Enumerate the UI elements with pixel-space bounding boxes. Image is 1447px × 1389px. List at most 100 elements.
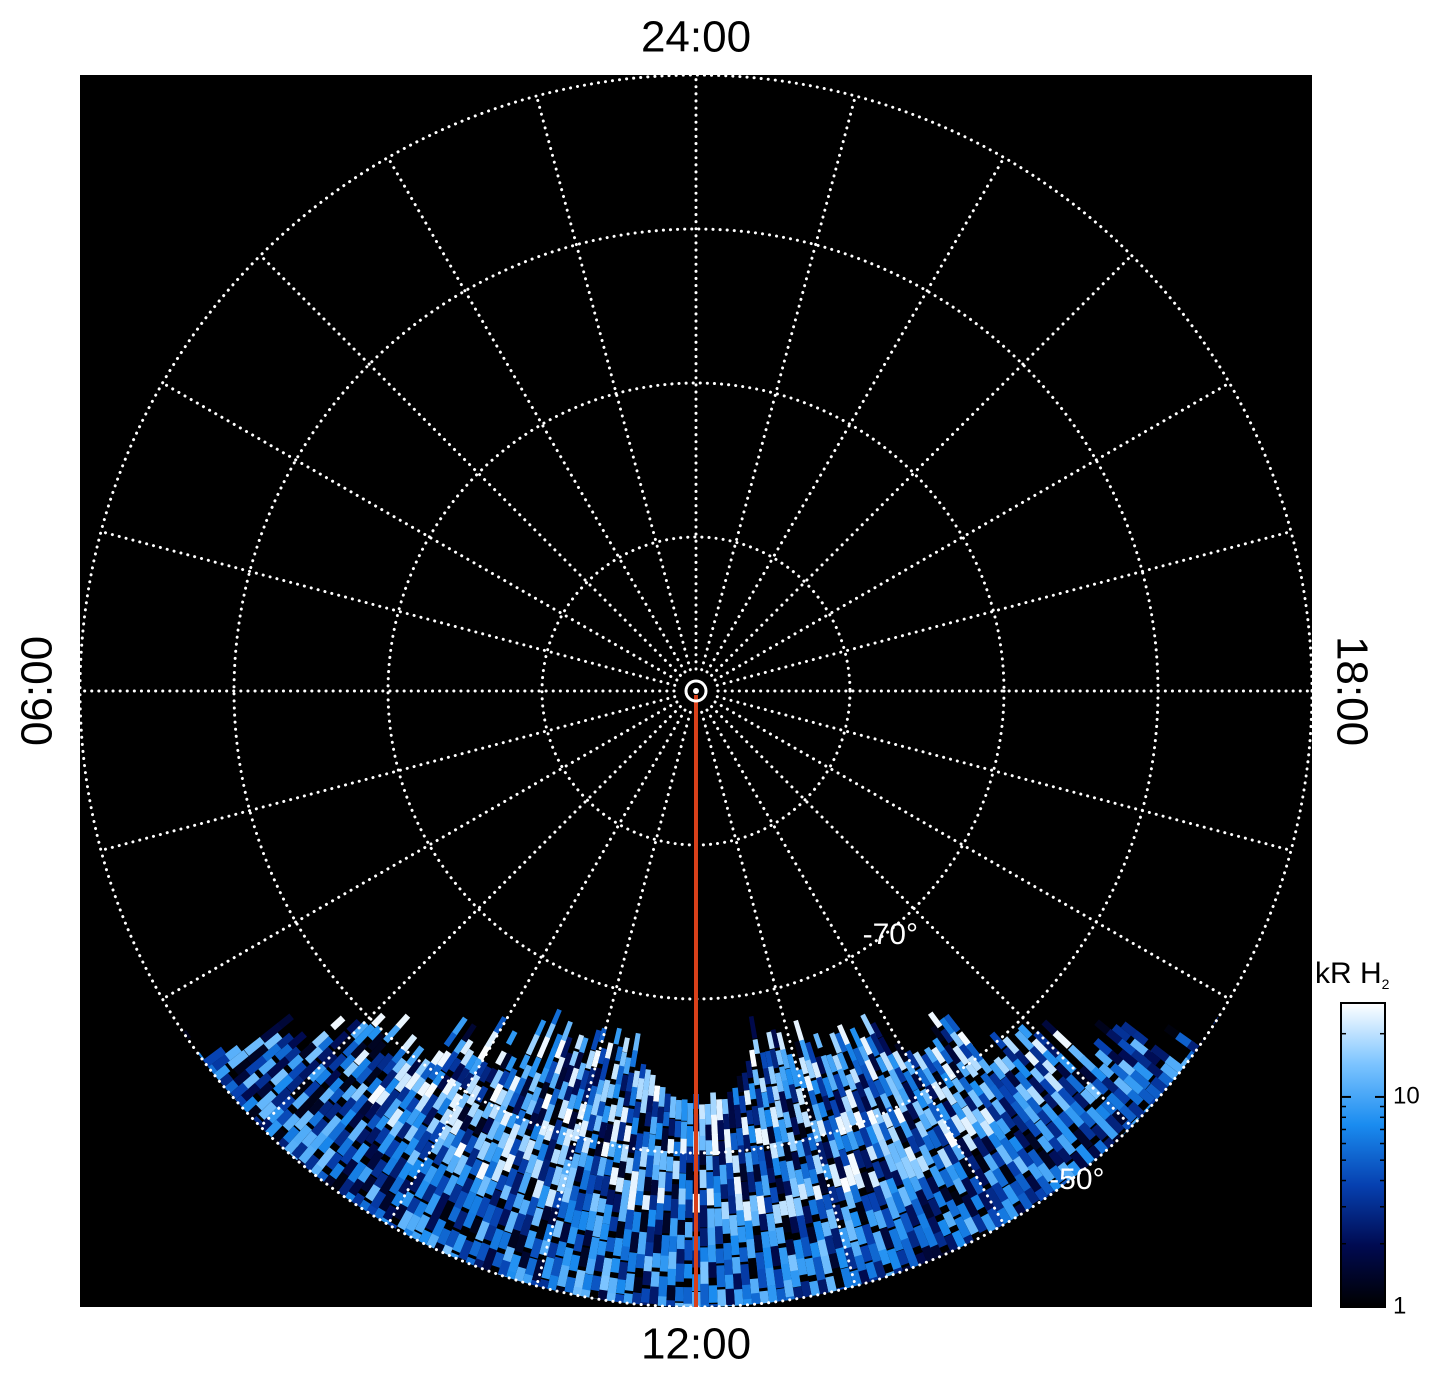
emission-cell <box>894 1042 911 1066</box>
emission-cell <box>845 1073 857 1091</box>
emission-cell <box>1000 1111 1017 1130</box>
emission-cell <box>722 1218 731 1234</box>
emission-cell <box>685 1163 693 1184</box>
emission-cell <box>633 1276 643 1292</box>
emission-cell <box>615 1177 625 1193</box>
emission-cell <box>636 1231 647 1256</box>
emission-cell <box>870 1022 883 1039</box>
emission-cell <box>445 1080 462 1103</box>
emission-cell <box>347 1119 368 1143</box>
emission-cell <box>832 1054 844 1073</box>
emission-cell <box>528 1056 542 1078</box>
emission-cell <box>771 1085 781 1101</box>
emission-cell <box>436 1097 452 1116</box>
emission-cell <box>1010 1100 1031 1124</box>
emission-cell <box>849 1068 862 1086</box>
emission-cell <box>286 1075 304 1093</box>
emission-cell <box>668 1236 678 1253</box>
emission-cell <box>643 1176 652 1192</box>
emission-cell <box>725 1288 735 1306</box>
emission-cell <box>969 1175 987 1198</box>
emission-cell <box>366 1077 383 1095</box>
emission-cell <box>340 1145 358 1165</box>
emission-cell <box>977 1190 995 1213</box>
emission-cell <box>294 1110 315 1131</box>
emission-cell <box>616 1121 627 1142</box>
emission-cell <box>866 1078 880 1099</box>
emission-cell <box>843 1190 856 1210</box>
emission-cell <box>591 1067 602 1087</box>
emission-cell <box>809 1242 821 1259</box>
emission-cell <box>927 1101 945 1124</box>
emission-cell <box>414 1179 430 1200</box>
emission-cell <box>746 1109 754 1125</box>
emission-cell <box>495 1088 508 1106</box>
grid: -70° -50° <box>78 73 1314 1309</box>
emission-cell <box>900 1155 917 1179</box>
emission-cell <box>211 1054 230 1071</box>
colorbar-label-text: kR H <box>1315 957 1382 990</box>
emission-cell <box>878 1121 892 1142</box>
emission-cell <box>550 1102 562 1120</box>
emission-cell <box>338 1075 356 1094</box>
emission-cell <box>533 1019 547 1040</box>
emission-cell <box>1067 1044 1086 1062</box>
emission-cell <box>888 1228 904 1252</box>
emission-cell <box>790 1116 801 1136</box>
emission-cell <box>796 1257 808 1276</box>
emission-cell <box>430 1136 445 1155</box>
emission-cell <box>577 1210 590 1231</box>
emission-cell <box>790 1269 802 1288</box>
emission-cell <box>408 1171 426 1193</box>
emission-cell <box>1043 1071 1065 1095</box>
emission-cell <box>821 1163 833 1181</box>
emission-cell <box>476 1140 491 1161</box>
emission-cell <box>974 1153 993 1177</box>
emission-cell <box>1118 1104 1137 1123</box>
emission-cell <box>801 1111 812 1128</box>
emission-cell <box>589 1192 601 1215</box>
emission-cell <box>663 1194 672 1211</box>
emission-cell <box>970 1194 985 1211</box>
emission-cell <box>849 1027 865 1051</box>
emission-cell <box>620 1179 631 1204</box>
emission-cell <box>1043 1040 1063 1060</box>
emission-cell <box>851 1090 867 1115</box>
emission-cell <box>760 1128 770 1146</box>
emission-cell <box>686 1147 693 1163</box>
emission-cell <box>599 1079 611 1103</box>
emission-cell <box>993 1056 1012 1077</box>
emission-cell <box>761 1091 770 1108</box>
emission-cell <box>744 1220 755 1245</box>
emission-cell <box>414 1214 431 1234</box>
emission-cell <box>663 1093 671 1112</box>
emission-cell <box>891 1191 907 1214</box>
emission-cell <box>999 1136 1020 1161</box>
emission-cell <box>366 1114 381 1130</box>
emission-cell <box>895 1126 908 1144</box>
emission-cell <box>680 1121 688 1140</box>
emission-cell <box>785 1098 797 1122</box>
emission-cell <box>328 1053 347 1072</box>
emission-cell <box>463 1147 480 1171</box>
emission-cell <box>822 1076 835 1099</box>
pole-marker <box>684 679 708 703</box>
emission-cell <box>713 1175 721 1197</box>
emission-cell <box>615 1065 625 1088</box>
emission-cell <box>739 1247 749 1263</box>
emission-cell <box>460 1072 475 1090</box>
emission-cell <box>475 1196 491 1219</box>
emission-cell <box>629 1050 638 1068</box>
emission-cell <box>1123 1074 1145 1095</box>
emission-cell <box>374 1100 392 1120</box>
emission-cell <box>578 1246 590 1268</box>
emission-cell <box>658 1086 666 1107</box>
emission-cell <box>598 1121 608 1139</box>
emission-cell <box>679 1153 687 1173</box>
emission-cell <box>832 1130 845 1151</box>
emission-cell <box>833 1156 848 1181</box>
emission-cell <box>496 1131 510 1151</box>
emission-cell <box>275 1032 294 1050</box>
meridian <box>710 253 1134 677</box>
emission-cell <box>789 1216 800 1234</box>
